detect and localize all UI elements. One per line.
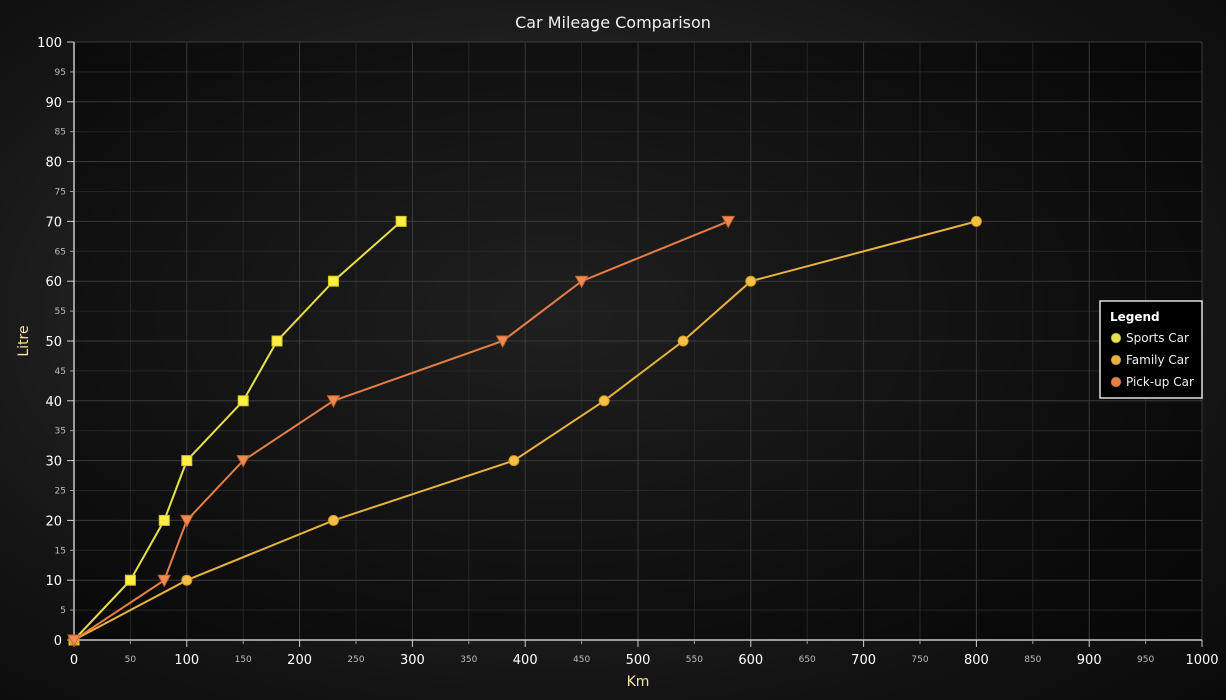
series-sports-car: [68, 215, 407, 646]
legend-swatch: [1110, 332, 1122, 344]
data-point-marker[interactable]: [67, 634, 81, 648]
data-point-marker[interactable]: [124, 574, 136, 586]
series-layer: [67, 215, 982, 648]
y-minor-tick-label: 45: [55, 367, 66, 377]
legend-item-family-car[interactable]: Family Car: [1110, 353, 1189, 367]
y-major-tick-label: 60: [45, 275, 62, 290]
x-major-tick-label: 300: [400, 653, 425, 668]
data-point-marker[interactable]: [179, 514, 194, 528]
data-point-marker[interactable]: [157, 574, 172, 588]
x-major-tick-label: 400: [513, 653, 538, 668]
legend-label: Sports Car: [1126, 331, 1189, 345]
x-minor-tick-label: 150: [235, 655, 252, 665]
data-point-marker[interactable]: [677, 335, 689, 347]
y-major-tick-label: 100: [37, 36, 62, 51]
y-major-tick-label: 80: [45, 156, 62, 171]
y-major-tick-label: 50: [45, 335, 62, 350]
y-major-tick-label: 70: [45, 215, 62, 230]
x-major-tick-label: 500: [626, 653, 651, 668]
data-point-marker[interactable]: [271, 335, 283, 347]
y-minor-tick-label: 65: [55, 247, 66, 257]
data-point-marker[interactable]: [395, 215, 407, 227]
x-major-tick-label: 100: [174, 653, 199, 668]
y-minor-tick-label: 85: [55, 128, 66, 138]
data-point-marker[interactable]: [970, 215, 982, 227]
x-axis-ticks: 50 150 250 350 450 550 650 750 850 950 0 100 200 300 4…: [70, 640, 1219, 668]
legend-swatch: [1110, 376, 1122, 388]
legend-item-pick-up-car[interactable]: Pick-up Car: [1110, 375, 1194, 389]
data-point-marker[interactable]: [574, 275, 589, 289]
chart-title: Car Mileage Comparison: [515, 13, 711, 32]
major-gridlines: [73, 41, 1203, 641]
data-point-marker[interactable]: [327, 514, 339, 526]
series-line: [73, 220, 977, 641]
legend-swatch: [1110, 354, 1122, 366]
y-major-tick-label: 40: [45, 395, 62, 410]
data-point-marker[interactable]: [721, 215, 736, 229]
legend-label: Family Car: [1126, 353, 1189, 367]
series-line: [73, 220, 402, 641]
y-minor-tick-label: 5: [60, 606, 66, 616]
y-major-tick-label: 10: [45, 574, 62, 589]
x-minor-tick-label: 350: [460, 655, 477, 665]
x-major-tick-label: 900: [1077, 653, 1102, 668]
y-minor-tick-label: 25: [55, 487, 66, 497]
y-major-tick-label: 90: [45, 96, 62, 111]
y-minor-tick-label: 15: [55, 546, 66, 556]
legend-items: Sports Car Family Car Pick-up Car: [1110, 331, 1194, 389]
y-major-tick-label: 20: [45, 514, 62, 529]
series-line: [73, 220, 729, 641]
data-point-marker[interactable]: [327, 275, 339, 287]
x-major-tick-label: 800: [964, 653, 989, 668]
legend-title: Legend: [1110, 310, 1160, 324]
x-major-tick-label: 1000: [1185, 653, 1218, 668]
legend[interactable]: Legend Sports Car Family Car Pick-up Car: [1099, 300, 1203, 399]
y-axis-title: Litre: [16, 325, 32, 356]
x-minor-tick-label: 650: [799, 655, 816, 665]
data-point-marker[interactable]: [326, 395, 341, 408]
x-minor-tick-label: 50: [125, 655, 137, 665]
data-point-marker[interactable]: [598, 395, 610, 407]
data-point-marker[interactable]: [495, 335, 510, 349]
y-major-tick-label: 0: [54, 634, 62, 649]
x-minor-tick-label: 450: [573, 655, 590, 665]
x-minor-tick-label: 950: [1137, 655, 1154, 665]
y-minor-tick-label: 95: [55, 68, 66, 78]
x-minor-tick-label: 550: [686, 655, 703, 665]
x-major-tick-label: 700: [851, 653, 876, 668]
x-major-tick-label: 0: [70, 653, 78, 668]
series-pick-up-car: [67, 215, 736, 648]
x-major-tick-label: 600: [738, 653, 763, 668]
data-point-marker[interactable]: [237, 395, 249, 407]
data-point-marker[interactable]: [745, 275, 757, 287]
x-minor-tick-label: 250: [347, 655, 364, 665]
x-major-tick-label: 200: [287, 653, 312, 668]
data-point-marker[interactable]: [181, 574, 193, 586]
legend-label: Pick-up Car: [1126, 375, 1194, 389]
data-point-marker[interactable]: [508, 455, 520, 467]
x-minor-tick-label: 850: [1024, 655, 1041, 665]
y-minor-tick-label: 75: [55, 188, 66, 198]
legend-item-sports-car[interactable]: Sports Car: [1110, 331, 1189, 345]
y-minor-tick-label: 35: [55, 427, 66, 437]
y-major-tick-label: 30: [45, 455, 62, 470]
data-point-marker[interactable]: [181, 455, 193, 467]
data-point-marker[interactable]: [158, 514, 170, 526]
y-minor-tick-label: 55: [55, 307, 66, 317]
y-axis-ticks: 5 15 25 35 45 55 65 75 85 95 0 10 20 30 40 50 60 70 80 90 10…: [37, 36, 74, 649]
x-minor-tick-label: 750: [911, 655, 928, 665]
data-point-marker[interactable]: [236, 455, 251, 468]
x-axis-title: Km: [627, 674, 650, 690]
